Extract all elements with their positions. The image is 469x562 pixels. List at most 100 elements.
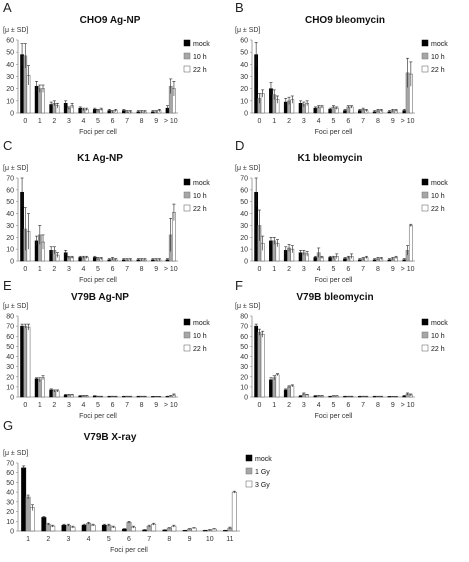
y-tick-label: 60	[240, 187, 248, 194]
y-tick-label: 30	[6, 499, 14, 506]
bar	[231, 491, 237, 532]
bar	[41, 377, 45, 398]
x-tick-label: 1	[272, 118, 276, 125]
y-tick-label: 70	[6, 176, 14, 183]
y-tick-label: 40	[6, 211, 14, 218]
y-tick-label: 20	[240, 235, 248, 242]
x-tick-label: > 10	[401, 266, 415, 273]
panel-letter: D	[235, 138, 244, 153]
x-tick-label: 8	[167, 536, 171, 543]
x-tick-label: 0	[23, 118, 27, 125]
legend-swatch	[421, 318, 429, 326]
panel-a: A CHO9 Ag-NP [μ ± SD] 0 10 20 30 40 50 60 0 1 2 3 4 5 6 7…	[3, 0, 210, 136]
legend-swatch	[183, 344, 191, 352]
legend-label: mock	[193, 320, 210, 327]
x-tick-label: 4	[317, 402, 321, 409]
legend-swatch	[421, 65, 429, 73]
x-tick-label: > 10	[164, 118, 178, 125]
legend-swatch	[183, 52, 191, 60]
chart-title: K1 Ag-NP	[77, 153, 123, 164]
y-tick-label: 20	[240, 374, 248, 381]
y-axis-label: [μ ± SD]	[235, 27, 260, 34]
x-tick-label: 11	[226, 536, 233, 543]
legend-label: 10 h	[431, 333, 445, 340]
legend-swatch	[421, 52, 429, 60]
x-tick-label: 2	[46, 536, 50, 543]
y-tick-label: 70	[240, 324, 248, 331]
x-tick-label: 5	[107, 536, 111, 543]
legend-swatch	[421, 204, 429, 212]
legend-label: 10 h	[431, 193, 445, 200]
legend-swatch	[421, 344, 429, 352]
x-axis-label: Foci per cell	[110, 547, 148, 554]
y-axis-label: [μ ± SD]	[3, 450, 28, 457]
y-tick-label: 50	[240, 50, 248, 57]
legend-label: 22 h	[193, 67, 207, 74]
x-tick-label: 9	[188, 536, 192, 543]
y-tick-label: 30	[240, 364, 248, 371]
y-tick-label: 60	[6, 470, 14, 477]
x-tick-label: 3	[67, 402, 71, 409]
x-tick-label: 0	[257, 118, 261, 125]
legend-swatch	[183, 331, 191, 339]
x-tick-label: 3	[302, 118, 306, 125]
panel-e: E V79B Ag-NP [μ ± SD] 0 10 20 30 40 50 60 70 80 0 1 2 3…	[3, 278, 210, 420]
y-tick-label: 30	[6, 223, 14, 230]
legend-swatch	[421, 178, 429, 186]
bar	[126, 522, 132, 532]
legend-label: mock	[193, 180, 210, 187]
x-tick-label: 8	[376, 402, 380, 409]
legend-label: mock	[431, 320, 448, 327]
legend-swatch	[421, 39, 429, 47]
y-tick-label: 0	[10, 259, 14, 266]
x-tick-label: 1	[272, 266, 276, 273]
legend-swatch	[183, 39, 191, 47]
legend-label: mock	[255, 456, 272, 463]
y-tick-label: 20	[240, 86, 248, 93]
y-tick-label: 60	[6, 187, 14, 194]
x-tick-label: 6	[111, 266, 115, 273]
bar	[26, 326, 31, 398]
bar	[257, 331, 262, 398]
x-axis-label: Foci per cell	[79, 277, 117, 284]
panel-g: G V79B X-ray [μ ± SD] 0 10 20 30 40 50 60 70 1 2 3 4 5 6…	[3, 418, 272, 554]
y-tick-label: 10	[6, 384, 14, 391]
x-tick-label: > 10	[401, 402, 415, 409]
x-tick-label: 4	[82, 266, 86, 273]
legend-label: 3 Gy	[255, 482, 270, 489]
x-tick-label: 7	[125, 118, 129, 125]
legend-label: 1 Gy	[255, 469, 270, 476]
bar	[260, 333, 265, 398]
y-tick-label: 10	[6, 519, 14, 526]
y-tick-label: 30	[6, 74, 14, 81]
legend-swatch	[183, 65, 191, 73]
x-tick-label: 0	[257, 266, 261, 273]
y-tick-label: 10	[6, 247, 14, 254]
bar	[290, 385, 295, 398]
legend-label: 10 h	[193, 333, 207, 340]
y-tick-label: 20	[6, 86, 14, 93]
x-axis-label: Foci per cell	[79, 129, 117, 136]
y-tick-label: 0	[10, 395, 14, 402]
x-tick-label: 3	[302, 402, 306, 409]
y-tick-label: 60	[240, 38, 248, 45]
x-tick-label: 1	[26, 536, 30, 543]
x-tick-label: 5	[332, 402, 336, 409]
legend-label: 10 h	[193, 54, 207, 61]
y-tick-label: 10	[240, 247, 248, 254]
x-tick-label: 6	[111, 118, 115, 125]
x-tick-label: 1	[38, 266, 42, 273]
bar	[151, 523, 157, 532]
y-tick-label: 80	[240, 314, 248, 321]
x-tick-label: 1	[272, 402, 276, 409]
panel-letter: G	[3, 418, 13, 433]
y-tick-label: 10	[240, 98, 248, 105]
panel-c: C K1 Ag-NP [μ ± SD] 0 10 20 30 40 50 60 70 0 1 2 3 4 5 6 7…	[3, 138, 210, 284]
bar	[34, 378, 39, 398]
legend-swatch	[183, 318, 191, 326]
x-tick-label: 5	[332, 118, 336, 125]
x-tick-label: 6	[346, 118, 350, 125]
x-tick-label: 6	[346, 266, 350, 273]
x-tick-label: 8	[140, 266, 144, 273]
